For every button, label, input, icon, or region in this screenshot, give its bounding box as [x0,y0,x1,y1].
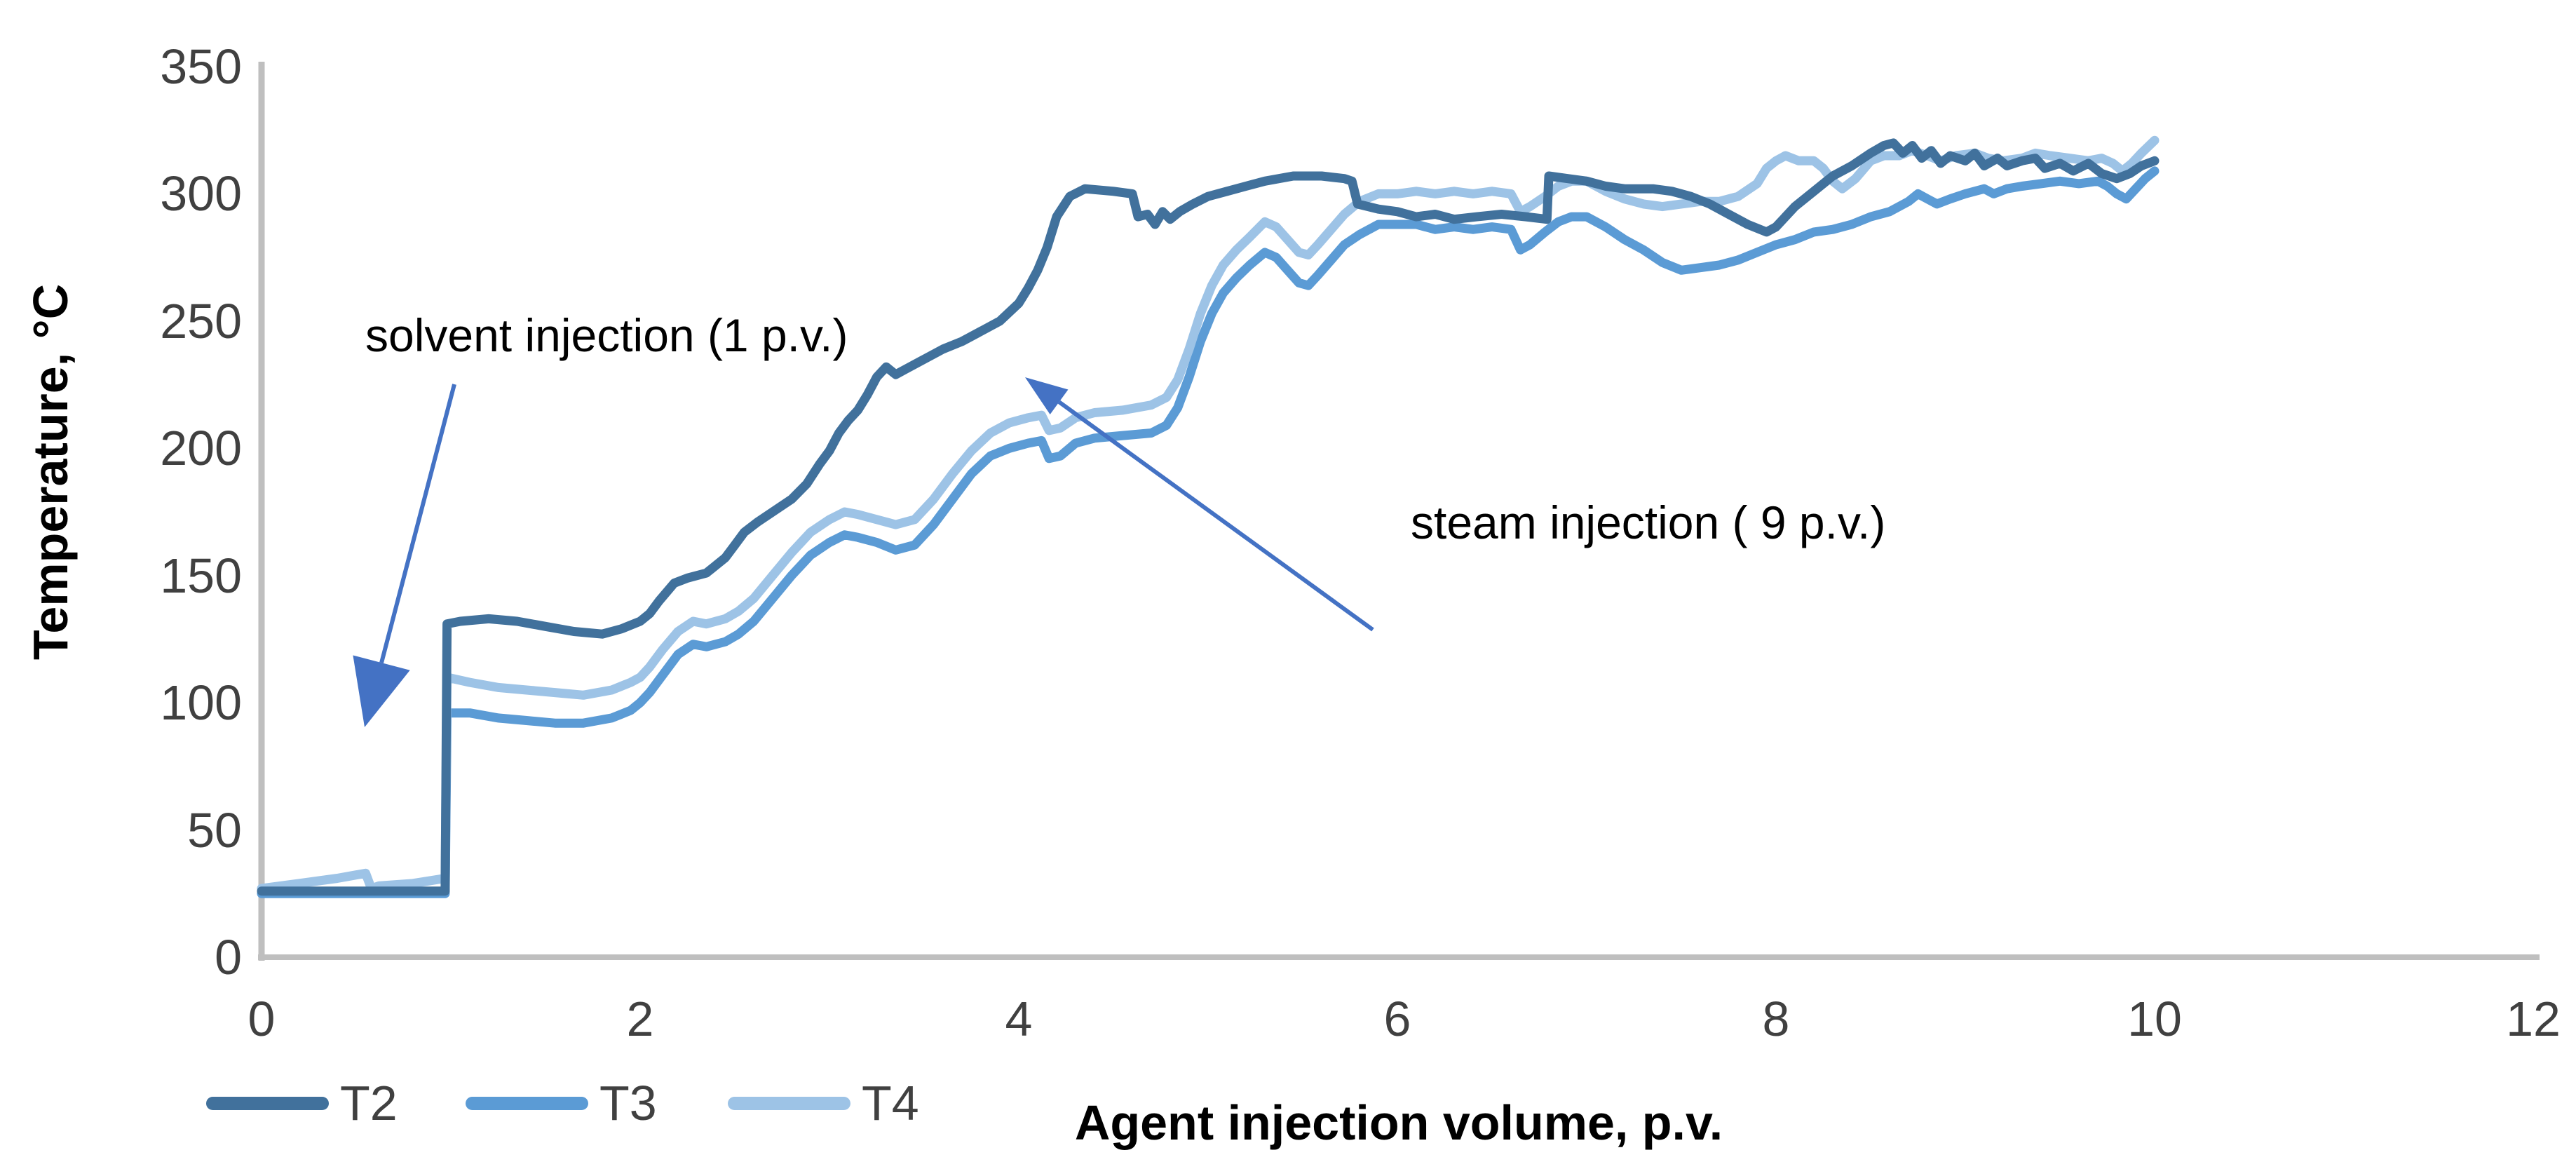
legend-swatch-t4 [728,1096,850,1110]
y-tick-label-0: 0 [215,930,242,985]
steam-arrow-head [1025,377,1069,415]
y-tick-label-200: 200 [160,421,242,476]
axis-lines [258,62,2540,961]
legend: T2 T3 T4 [0,1072,2576,1135]
annotation-solvent-injection: solvent injection (1 p.v.) [365,309,848,361]
series-line-t4 [257,135,2160,893]
solvent-arrow-line [379,384,456,663]
steam-arrow-line [1057,400,1374,632]
x-tick-label-12: 12 [2506,992,2561,1046]
x-tick-label-4: 4 [1005,992,1033,1046]
legend-item-t3: T3 [466,1072,657,1135]
y-tick-label-250: 250 [160,293,242,349]
legend-swatch-t3 [466,1096,588,1110]
legend-item-t4: T4 [728,1072,919,1135]
y-axis-title: Temperature, °C [23,283,78,661]
series-line-t3 [257,166,2160,898]
series-line-t2 [257,138,2160,896]
legend-swatch-t2 [206,1096,329,1110]
legend-label-t3: T3 [599,1076,657,1130]
y-tick-label-350: 350 [160,39,242,94]
x-tick-label-0: 0 [248,992,276,1046]
legend-label-t2: T2 [340,1076,398,1130]
legend-item-t2: T2 [206,1072,398,1135]
y-tick-label-50: 50 [187,802,242,858]
series-lines [257,135,2160,898]
y-tick-label-150: 150 [160,548,242,603]
x-tick-label-10: 10 [2127,992,2182,1046]
annotation-steam-injection: steam injection ( 9 p.v.) [1411,496,1886,548]
annotation-arrows [353,377,1374,727]
y-tick-label-300: 300 [160,166,242,222]
x-tick-label-8: 8 [1762,992,1790,1046]
x-tick-label-6: 6 [1383,992,1411,1046]
solvent-arrow-head [353,655,410,727]
x-tick-label-2: 2 [626,992,654,1046]
legend-label-t4: T4 [862,1076,919,1130]
y-tick-label-100: 100 [160,675,242,731]
x-axis-title: Agent injection volume, p.v. [1074,1095,1723,1150]
